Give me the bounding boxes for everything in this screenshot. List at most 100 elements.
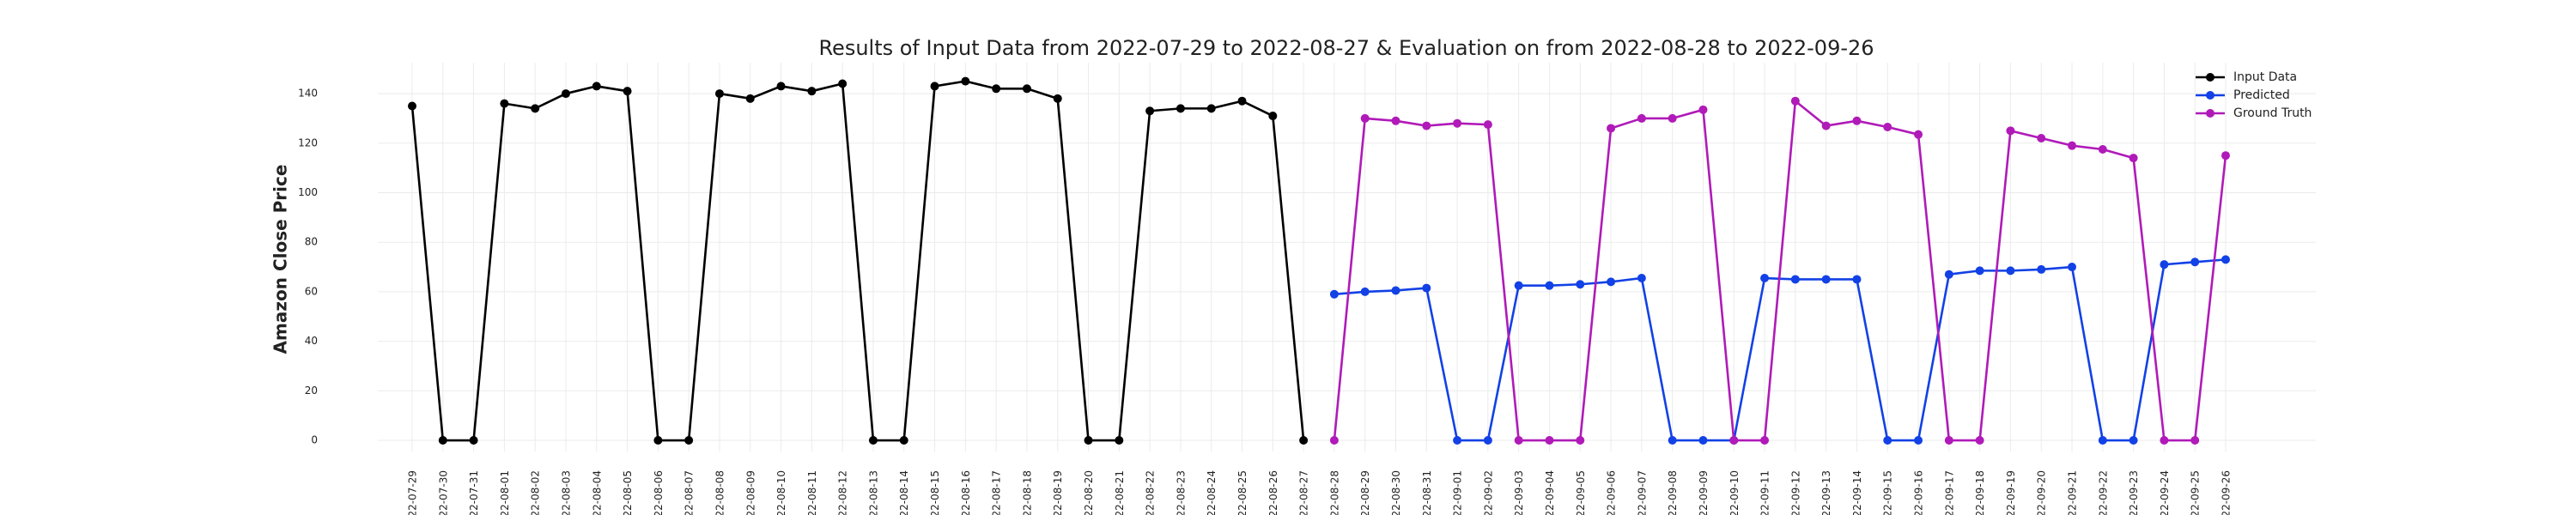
x-tick-label: 2022-08-22 [1145, 470, 1157, 515]
x-tick-label: 2022-08-16 [960, 470, 972, 515]
x-tick-label: 2022-08-10 [775, 470, 787, 515]
x-tick-label: 2022-09-24 [2159, 470, 2171, 515]
data-point [531, 104, 540, 113]
data-point [992, 84, 1001, 94]
x-tick-label: 2022-08-25 [1236, 470, 1249, 515]
data-point [1668, 113, 1677, 123]
x-tick-label: 2022-09-06 [1606, 470, 1618, 515]
data-point [1145, 106, 1155, 116]
x-tick-label: 2022-08-14 [898, 470, 910, 515]
data-point [868, 436, 878, 445]
data-point [1790, 275, 1800, 284]
data-point [1391, 116, 1400, 125]
data-point [653, 436, 663, 445]
data-point [1022, 84, 1031, 94]
series-line [1334, 258, 2227, 442]
y-tick-label: 140 [298, 88, 318, 100]
x-tick-label: 2022-09-08 [1667, 470, 1679, 515]
data-point [1576, 280, 1585, 289]
data-point [1914, 436, 1923, 445]
data-point [1883, 123, 1893, 132]
legend-label: Ground Truth [2233, 106, 2312, 120]
data-point [1115, 436, 1124, 445]
data-point [1607, 124, 1616, 133]
data-point [807, 87, 817, 96]
data-point [1668, 436, 1677, 445]
data-point [961, 76, 970, 86]
series-line [410, 80, 1305, 442]
y-tick-label: 40 [305, 335, 318, 347]
x-tick-label: 2022-09-07 [1636, 470, 1648, 515]
data-point [1698, 105, 1708, 114]
x-tick-label: 2022-09-25 [2190, 470, 2202, 515]
data-point [1790, 96, 1800, 106]
data-point [623, 87, 632, 96]
x-tick-label: 2022-09-05 [1575, 470, 1587, 515]
x-tick-label: 2022-08-26 [1267, 470, 1279, 515]
x-tick-label: 2022-07-29 [407, 470, 419, 515]
series-line [1333, 100, 2227, 442]
data-point [1760, 274, 1770, 283]
data-point [745, 94, 755, 103]
data-point [1698, 436, 1708, 445]
data-point [714, 89, 724, 99]
y-tick-label: 80 [305, 236, 318, 248]
x-tick-label: 2022-09-16 [1913, 470, 1925, 515]
data-point [1545, 281, 1554, 290]
x-tick-label: 2022-08-13 [867, 470, 879, 515]
data-point [1422, 121, 1431, 130]
x-tick-label: 2022-08-02 [530, 470, 542, 515]
data-point [899, 436, 908, 445]
x-tick-label: 2022-08-20 [1083, 470, 1095, 515]
x-tick-label: 2022-08-18 [1021, 470, 1033, 515]
data-point [2129, 154, 2138, 163]
legend-marker [2206, 109, 2215, 118]
data-point [500, 99, 509, 108]
x-tick-label: 2022-09-04 [1544, 470, 1556, 515]
x-tick-label: 2022-08-21 [1114, 470, 1126, 515]
data-point [561, 89, 570, 99]
x-tick-label: 2022-08-11 [806, 470, 818, 515]
x-tick-label: 2022-09-03 [1513, 470, 1525, 515]
data-point [1729, 436, 1739, 445]
data-point [592, 82, 601, 91]
data-point [2068, 141, 2077, 150]
data-point [1360, 113, 1370, 123]
data-point [1760, 436, 1770, 445]
data-point [1422, 283, 1431, 293]
data-point [1453, 118, 1462, 128]
data-point [1483, 436, 1492, 445]
data-point [1821, 121, 1831, 130]
x-tick-label: 2022-09-10 [1728, 470, 1741, 515]
data-point [2006, 126, 2015, 136]
data-point [684, 436, 694, 445]
x-tick-label: 2022-08-31 [1421, 470, 1433, 515]
data-point [1329, 289, 1339, 299]
data-point [1944, 436, 1953, 445]
x-tick-label: 2022-09-17 [1943, 470, 1955, 515]
x-tick-label: 2022-09-18 [1974, 470, 1986, 515]
x-tick-label: 2022-08-23 [1175, 470, 1187, 515]
chart-title: Results of Input Data from 2022-07-29 to… [818, 36, 1874, 60]
legend-label: Predicted [2233, 88, 2290, 102]
x-tick-label: 2022-08-05 [622, 470, 634, 515]
y-tick-label: 20 [305, 385, 318, 397]
data-point [1329, 436, 1339, 445]
x-tick-label: 2022-08-08 [714, 470, 726, 515]
x-tick-label: 2022-09-26 [2221, 470, 2233, 515]
data-point [2129, 436, 2138, 445]
y-tick-label: 120 [298, 136, 318, 148]
data-point [2190, 258, 2200, 267]
x-tick-label: 2022-08-03 [560, 470, 572, 515]
data-point [2037, 264, 2046, 274]
data-point [1821, 275, 1831, 284]
data-point [1483, 120, 1492, 130]
data-point [1514, 436, 1523, 445]
data-point [1299, 436, 1309, 445]
data-point [2221, 151, 2230, 161]
x-tick-label: 2022-08-07 [683, 470, 696, 515]
data-point [1914, 130, 1923, 139]
data-point [2037, 134, 2046, 143]
data-point [1360, 287, 1370, 296]
